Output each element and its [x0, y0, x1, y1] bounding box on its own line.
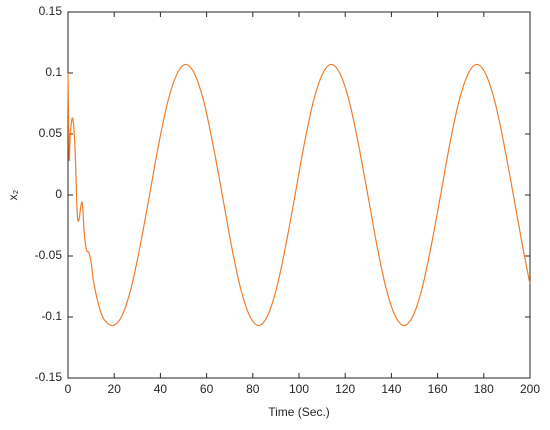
x-tick-label: 200 — [520, 382, 540, 396]
x-tick-label: 40 — [154, 382, 168, 396]
y-tick-label: -0.15 — [35, 370, 63, 384]
y-tick-label: -0.05 — [35, 248, 63, 262]
x-tick-label: 0 — [65, 382, 72, 396]
y-axis-label: x₂ — [6, 189, 20, 200]
x-tick-label: 140 — [381, 382, 401, 396]
x-tick-label: 60 — [200, 382, 214, 396]
x-tick-label: 100 — [289, 382, 309, 396]
y-tick-label: 0 — [55, 187, 62, 201]
plot-frame — [67, 11, 531, 379]
x-tick-label: 20 — [108, 382, 122, 396]
y-tick-label: 0.1 — [45, 65, 62, 79]
x-tick-label: 180 — [474, 382, 494, 396]
y-tick-label: 0.05 — [39, 126, 63, 140]
x-axis-label: Time (Sec.) — [268, 405, 330, 419]
x-tick-label: 80 — [246, 382, 260, 396]
x-tick-label: 160 — [428, 382, 448, 396]
line-series — [67, 63, 531, 327]
y-tick-label: -0.1 — [41, 309, 62, 323]
x-tick-label: 120 — [335, 382, 355, 396]
y-tick-label: 0.15 — [39, 4, 63, 18]
